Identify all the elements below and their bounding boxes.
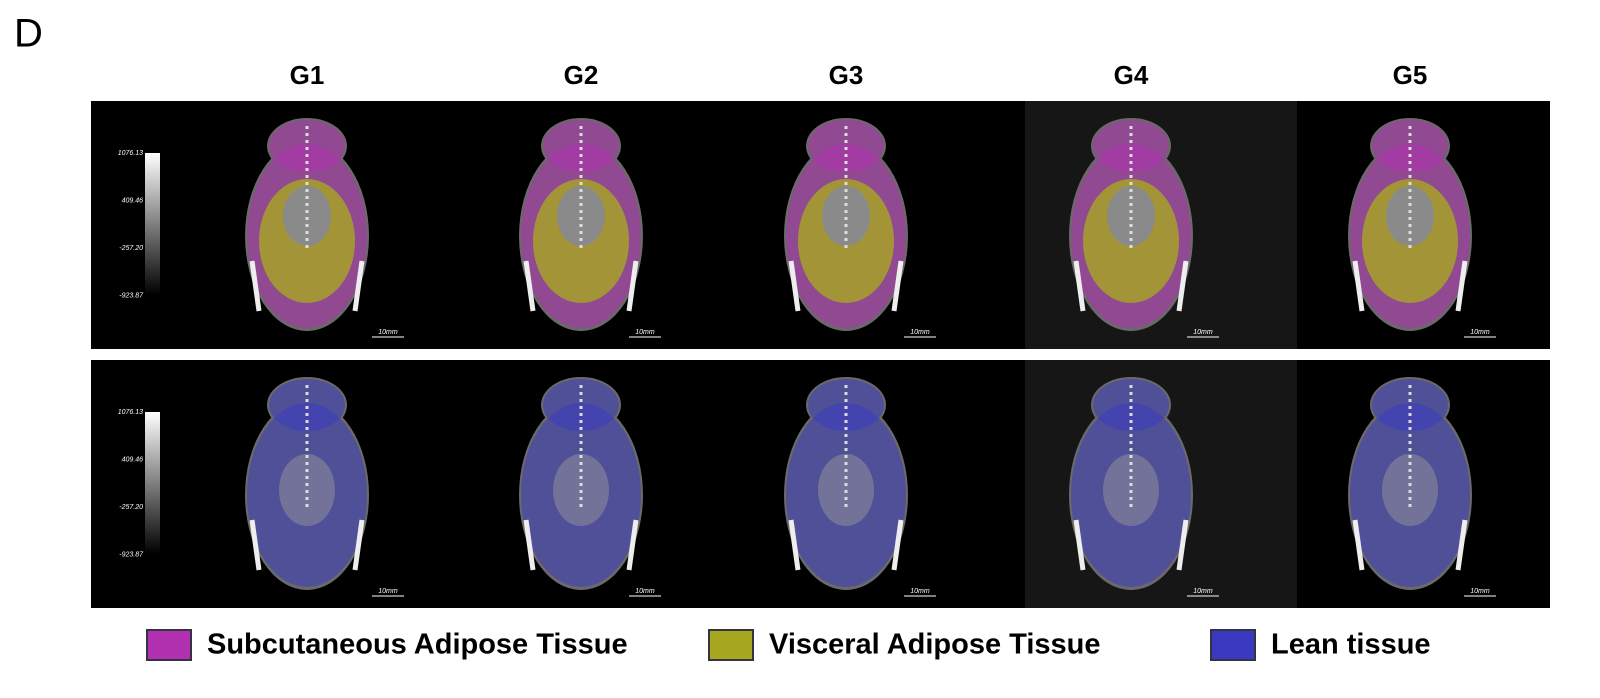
subcutaneous-overlay	[543, 120, 619, 172]
column-label: G4	[1114, 60, 1149, 90]
colorbar-label: 409.46	[122, 197, 144, 204]
bone	[1073, 519, 1086, 571]
subcutaneous-overlay	[1093, 120, 1169, 172]
colorbar-label: -923.87	[119, 551, 144, 558]
colorbar-label: -257.20	[119, 504, 143, 511]
bone	[249, 260, 262, 312]
bone	[891, 260, 904, 312]
legend-swatch	[1210, 629, 1256, 661]
scale-bar-label: 10mm	[1470, 588, 1490, 595]
bone	[523, 519, 536, 571]
organ	[1107, 186, 1155, 246]
legend-swatch	[146, 629, 192, 661]
bone	[626, 260, 639, 312]
scale-bar-label: 10mm	[1193, 588, 1213, 595]
bone	[1455, 260, 1468, 312]
bone	[1176, 260, 1189, 312]
organ	[822, 186, 870, 246]
scale-bar-label: 10mm	[1470, 329, 1490, 336]
bone	[1455, 519, 1468, 571]
colorbar-label: -923.87	[119, 292, 144, 299]
bone	[1352, 260, 1365, 312]
organ	[1386, 186, 1434, 246]
column-label: G2	[564, 60, 599, 90]
lean-overlay	[543, 379, 619, 431]
column-label: G1	[290, 60, 325, 90]
colorbar-label: 1076.13	[118, 409, 143, 416]
column-label: G5	[1393, 60, 1428, 90]
scale-bar-label: 10mm	[378, 329, 398, 336]
lean-overlay	[808, 379, 884, 431]
scale-bar-label: 10mm	[635, 588, 655, 595]
subcutaneous-overlay	[1372, 120, 1448, 172]
panel-label: D	[14, 12, 43, 56]
bone	[352, 260, 365, 312]
lean-overlay	[1372, 379, 1448, 431]
subcutaneous-overlay	[808, 120, 884, 172]
legend-label: Lean tissue	[1271, 629, 1431, 661]
bone	[249, 519, 262, 571]
bone	[1073, 260, 1086, 312]
bone	[788, 519, 801, 571]
bone	[891, 519, 904, 571]
lean-overlay	[1093, 379, 1169, 431]
subcutaneous-overlay	[269, 120, 345, 172]
legend-label: Subcutaneous Adipose Tissue	[207, 629, 628, 661]
organ	[557, 186, 605, 246]
scale-bar-label: 10mm	[910, 329, 930, 336]
column-label: G3	[829, 60, 864, 90]
colorbar-label: -257.20	[119, 245, 143, 252]
colorbar	[145, 412, 160, 554]
scale-bar-label: 10mm	[378, 588, 398, 595]
bone	[788, 260, 801, 312]
scale-bar-label: 10mm	[635, 329, 655, 336]
legend-label: Visceral Adipose Tissue	[769, 629, 1101, 661]
legend-swatch	[708, 629, 754, 661]
scale-bar-label: 10mm	[1193, 329, 1213, 336]
organ	[283, 186, 331, 246]
scale-bar-label: 10mm	[910, 588, 930, 595]
colorbar-label: 409.46	[122, 456, 144, 463]
bone	[523, 260, 536, 312]
lean-overlay	[269, 379, 345, 431]
colorbar	[145, 153, 160, 295]
colorbar-label: 1076.13	[118, 150, 143, 157]
bone	[1352, 519, 1365, 571]
bone	[352, 519, 365, 571]
bone	[1176, 519, 1189, 571]
bone	[626, 519, 639, 571]
